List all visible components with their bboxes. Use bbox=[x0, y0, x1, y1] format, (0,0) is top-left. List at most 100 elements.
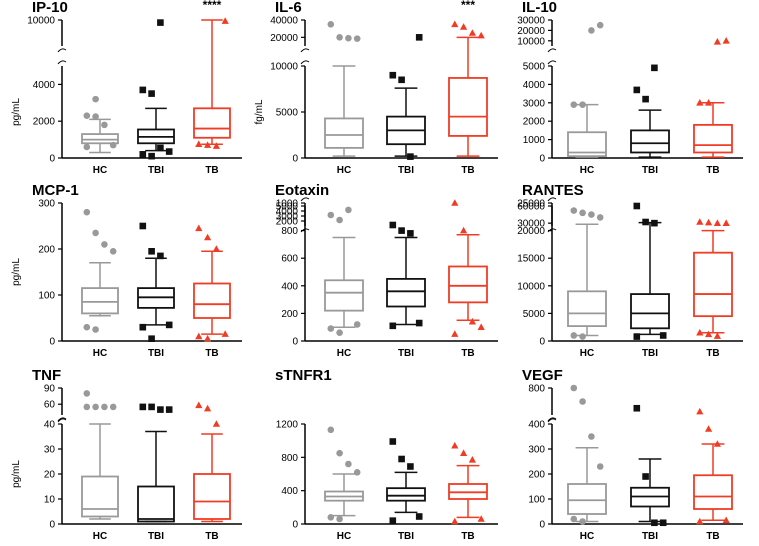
outlier-point bbox=[139, 86, 147, 94]
y-tick-label: 40000 bbox=[270, 16, 298, 27]
outlier-point bbox=[165, 321, 173, 329]
outlier-point bbox=[389, 438, 397, 445]
y-tick-label: 600 bbox=[281, 254, 298, 265]
axis-break-mark bbox=[547, 228, 557, 233]
axis-break-mark bbox=[57, 417, 67, 422]
outlier-point bbox=[204, 334, 212, 342]
x-tick-label: TBI bbox=[148, 165, 164, 176]
y-tick-label: 10000 bbox=[517, 281, 545, 292]
iqr-box bbox=[693, 123, 733, 154]
panel-title: IP-10 bbox=[32, 0, 68, 16]
outlier-point bbox=[415, 319, 423, 327]
y-tick-label: 3000 bbox=[523, 98, 546, 109]
outlier-point bbox=[713, 38, 721, 45]
y-tick-label: 90 bbox=[44, 384, 56, 395]
box-hc: HC bbox=[324, 426, 364, 542]
outlier-point bbox=[336, 216, 343, 224]
outlier-point bbox=[633, 333, 641, 340]
outlier-point bbox=[588, 27, 595, 34]
panel-title: Eotaxin bbox=[275, 182, 329, 199]
outlier-point bbox=[659, 332, 667, 339]
outlier-point bbox=[633, 86, 641, 94]
y-tick-label: 20 bbox=[44, 470, 56, 481]
x-tick-label: TB bbox=[461, 348, 474, 359]
outlier-point bbox=[101, 121, 108, 129]
box-tbi: TBI bbox=[386, 438, 426, 542]
y-tick-label: 10000 bbox=[27, 16, 55, 27]
y-tick-label: 20000 bbox=[270, 33, 298, 44]
outlier-point bbox=[195, 140, 203, 147]
outlier-point bbox=[633, 202, 641, 210]
outlier-point bbox=[389, 221, 397, 229]
iqr-box bbox=[193, 282, 231, 319]
panel-title: VEGF bbox=[522, 367, 563, 384]
y-tick-label: 0 bbox=[49, 154, 55, 165]
x-tick-label: HC bbox=[93, 348, 107, 359]
outlier-point bbox=[477, 323, 485, 330]
outlier-point bbox=[92, 229, 99, 237]
y-tick-label: 1200 bbox=[276, 420, 299, 431]
x-tick-label: HC bbox=[93, 531, 107, 542]
y-axis-label: fg/mL bbox=[254, 99, 265, 124]
box-tb: TB bbox=[193, 17, 231, 176]
outlier-point bbox=[92, 326, 99, 333]
outlier-point bbox=[83, 390, 91, 397]
y-tick-label: 2000 bbox=[276, 217, 299, 228]
outlier-point bbox=[139, 323, 147, 331]
iqr-box bbox=[693, 251, 733, 318]
x-tick-label: TB bbox=[205, 531, 218, 542]
box-tb: TB bbox=[693, 218, 733, 359]
outlier-point bbox=[165, 148, 173, 155]
outlier-point bbox=[579, 518, 586, 525]
outlier-point bbox=[651, 219, 658, 227]
axis-break-mark bbox=[300, 48, 310, 53]
x-tick-label: HC bbox=[337, 531, 351, 542]
axis-break-mark bbox=[300, 197, 310, 202]
outlier-point bbox=[92, 113, 99, 120]
outlier-point bbox=[398, 455, 405, 463]
y-tick-label: 200 bbox=[281, 309, 298, 320]
outlier-point bbox=[713, 332, 721, 339]
outlier-point bbox=[398, 76, 405, 84]
outlier-point bbox=[204, 233, 212, 241]
outlier-point bbox=[696, 99, 704, 106]
y-tick-label: 200 bbox=[528, 470, 545, 481]
axis-break-mark bbox=[547, 197, 557, 202]
box-tbi: TBI bbox=[386, 221, 426, 359]
outlier-point bbox=[633, 404, 641, 412]
y-tick-label: 4000 bbox=[33, 80, 56, 91]
outlier-point bbox=[139, 151, 147, 158]
y-tick-label: 4000 bbox=[523, 80, 546, 91]
outlier-point bbox=[327, 21, 335, 28]
outlier-point bbox=[696, 328, 704, 336]
outlier-point bbox=[722, 37, 730, 44]
outlier-point bbox=[451, 441, 459, 449]
axis-break-mark bbox=[57, 48, 67, 53]
iqr-box bbox=[386, 277, 426, 308]
outlier-point bbox=[415, 34, 423, 41]
outlier-point bbox=[212, 245, 220, 252]
box-hc: HC bbox=[81, 390, 119, 542]
y-tick-label: 30000 bbox=[517, 16, 545, 27]
panel-stnfr1: sTNFR1 0 400 800 1200 HC TBI TB bbox=[275, 367, 498, 542]
box-tbi: TBI bbox=[137, 19, 175, 176]
outlier-point bbox=[642, 95, 649, 103]
box-hc: HC bbox=[81, 95, 119, 176]
box-tbi: TBI bbox=[630, 64, 670, 176]
outlier-point bbox=[468, 456, 476, 463]
iqr-box bbox=[448, 77, 488, 137]
outlier-point bbox=[696, 407, 704, 415]
y-tick-label: 25000 bbox=[517, 199, 545, 210]
y-tick-label: 100 bbox=[38, 291, 55, 302]
outlier-point bbox=[570, 332, 578, 339]
outlier-point bbox=[92, 403, 99, 411]
box-tb: TB bbox=[448, 20, 488, 176]
y-tick-label: 0 bbox=[539, 520, 545, 531]
outlier-point bbox=[212, 142, 220, 149]
iqr-box bbox=[693, 474, 733, 510]
outlier-point bbox=[148, 152, 155, 160]
outlier-point bbox=[389, 71, 397, 79]
iqr-box bbox=[324, 279, 364, 312]
outlier-point bbox=[579, 333, 586, 340]
outlier-point bbox=[570, 384, 578, 392]
